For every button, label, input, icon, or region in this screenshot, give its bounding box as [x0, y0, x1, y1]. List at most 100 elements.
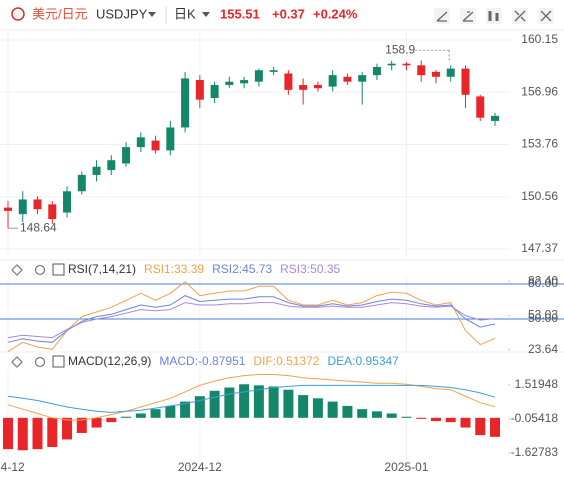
macd-bar — [475, 417, 486, 436]
candle-body — [372, 66, 381, 76]
candle-body — [136, 137, 145, 148]
macd-bar — [312, 398, 323, 418]
candle-body — [33, 199, 42, 210]
x-tick-label: 2024-12 — [178, 460, 222, 474]
candle-body — [4, 207, 12, 211]
macd-bar — [283, 389, 294, 418]
candle-body — [63, 191, 72, 213]
macd-bar — [490, 417, 500, 437]
candle-body — [461, 68, 470, 95]
macd-bar — [91, 417, 102, 428]
macd-bar — [194, 396, 205, 418]
macd-bar — [209, 390, 220, 418]
macd-bar — [357, 409, 368, 418]
macd-bar — [76, 417, 87, 433]
macd-bar — [224, 387, 235, 418]
candle-body — [166, 127, 175, 151]
macd-bar — [47, 417, 58, 448]
candle-body — [210, 84, 219, 99]
indicator-line — [7, 384, 496, 413]
y-tick-label: 150.56 — [521, 189, 558, 203]
macd-bar — [430, 417, 441, 422]
indicator-checkbox[interactable] — [52, 355, 65, 368]
macd-bar — [62, 417, 73, 440]
min-label: 148.64 — [20, 220, 57, 234]
max-label: 158.9 — [385, 43, 415, 57]
candle-body — [181, 78, 190, 128]
legend-entry: MACD:-0.87951 — [159, 354, 245, 368]
candle-body — [122, 147, 131, 164]
macd-bar — [165, 405, 176, 418]
dropdown-arrow[interactable] — [202, 12, 210, 17]
pair-name[interactable]: 美元/日元 — [32, 6, 88, 21]
change-pct: +0.24% — [313, 6, 358, 21]
macd-bar — [121, 416, 132, 418]
collapse-icon[interactable] — [11, 264, 23, 276]
candle-body — [446, 68, 455, 77]
indicator-checkbox[interactable] — [52, 263, 65, 276]
collapse-icon[interactable] — [11, 356, 23, 368]
macd-bar — [268, 386, 279, 418]
macd-bar — [298, 395, 309, 418]
candle-body — [195, 80, 204, 100]
macd-bar — [150, 409, 161, 418]
candle-body — [284, 73, 293, 90]
candle-body — [387, 63, 396, 66]
change: +0.37 — [272, 6, 305, 21]
macd-bar — [180, 401, 191, 418]
dropdown-arrow[interactable] — [148, 12, 156, 17]
macd-bar — [3, 417, 13, 450]
macd-bar — [416, 417, 427, 419]
indicator-line — [7, 302, 496, 339]
macd-bar — [401, 416, 412, 418]
tool-icon — [514, 10, 526, 22]
candle-body — [491, 115, 499, 121]
legend-entry: RSI2:45.73 — [212, 262, 272, 276]
tool-button[interactable] — [486, 8, 502, 24]
candle-body — [92, 166, 101, 175]
macd-bar — [239, 384, 250, 418]
reference-label: 50.00 — [528, 311, 558, 325]
macd-bar — [32, 417, 43, 450]
legend-entry: RSI1:33.39 — [144, 262, 204, 276]
macd-bar — [386, 413, 397, 418]
y-tick-label: 1.51948 — [515, 377, 559, 391]
indicator-line — [7, 280, 496, 353]
symbol[interactable]: USDJPY — [96, 6, 148, 21]
indicator-title: MACD(12,26,9) — [68, 354, 151, 368]
settings-icon[interactable] — [34, 356, 46, 368]
reference-label: 80.00 — [528, 276, 558, 290]
y-tick-label: -0.05418 — [511, 411, 559, 425]
candle-body — [358, 75, 367, 82]
macd-bar — [327, 401, 338, 418]
period[interactable]: 日K — [174, 6, 196, 21]
candle-body — [107, 160, 116, 171]
tool-icon — [436, 11, 448, 22]
x-tick-label: 24-12 — [0, 460, 25, 474]
legend-entry: DIF:0.51372 — [253, 354, 319, 368]
candle-body — [343, 76, 352, 82]
candle-body — [476, 96, 485, 118]
legend-entry: RSI3:50.35 — [280, 262, 340, 276]
settings-icon[interactable] — [34, 264, 46, 276]
macd-bar — [135, 413, 146, 418]
candle-body — [431, 71, 440, 77]
candle-body — [240, 80, 249, 84]
macd-bar — [253, 385, 264, 418]
candle-body — [269, 70, 278, 72]
flag-icon — [11, 7, 25, 21]
macd-bar — [342, 405, 353, 418]
macd-bar — [106, 417, 117, 423]
macd-bar — [371, 411, 382, 418]
candle-body — [151, 140, 160, 151]
candle-body — [417, 65, 426, 76]
tool-icon — [540, 10, 552, 22]
x-tick-label: 2025-01 — [384, 460, 428, 474]
candle-body — [328, 75, 337, 87]
candle-body — [48, 204, 57, 220]
legend-entry: DEA:0.95347 — [327, 354, 399, 368]
y-tick-label: 23.64 — [528, 342, 558, 356]
macd-bar — [445, 417, 456, 423]
